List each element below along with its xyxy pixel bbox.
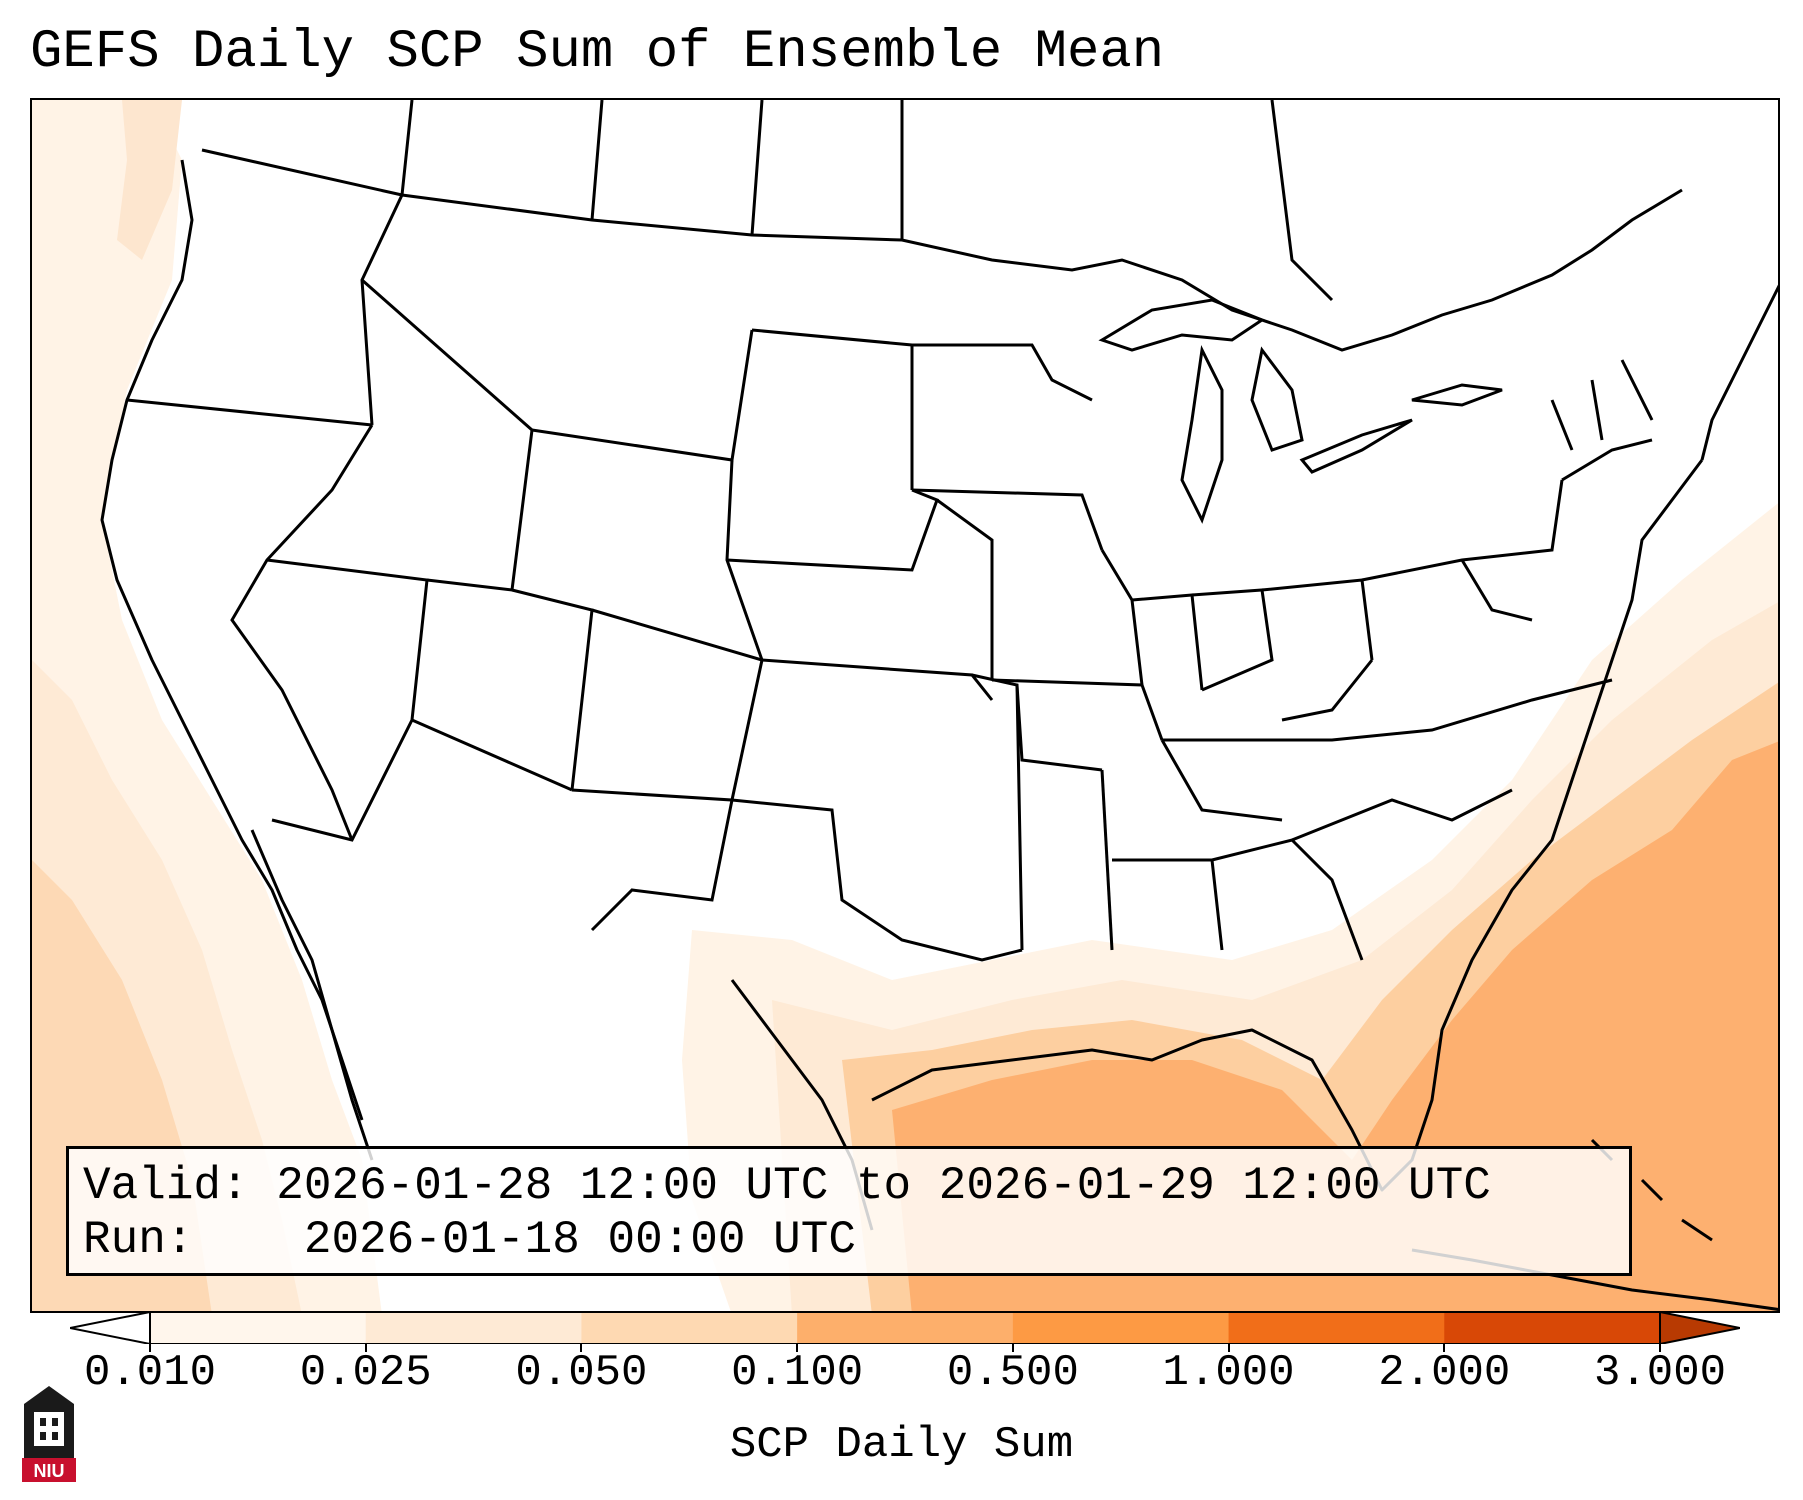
colorbar-tick-mark-6 [1443,1344,1446,1352]
colorbar-tick-6: 2.000 [1378,1348,1511,1398]
lake-erie [1299,418,1413,474]
colorbar-tick-mark-5 [1227,1344,1230,1352]
colorbar-tick-4: 0.500 [946,1348,1079,1398]
colorbar-segment-6 [1444,1312,1661,1344]
state-lines [126,194,1654,962]
colorbar-outline [149,1312,1661,1344]
colorbar-tick-mark-0 [149,1344,151,1352]
colorbar-tick-mark-4 [1011,1344,1014,1352]
lake-ontario [1411,383,1503,407]
colorbar-segment-3 [797,1312,1014,1344]
us-canada-border [201,148,1683,352]
colorbar-segment-2 [581,1312,798,1344]
colorbar-segments [150,1312,1661,1344]
canada-provinces [400,100,1334,302]
scp-shading [32,100,1778,1311]
baja [250,829,374,1161]
colorbar-segment-5 [1228,1312,1445,1344]
colorbar-tick-mark-1 [364,1344,367,1352]
shade-nw-light [117,100,182,260]
validity-box: Valid: 2026-01-28 12:00 UTC to 2026-01-2… [66,1146,1632,1276]
run-label: Run: [83,1214,194,1266]
niu-logo: NIU [22,1386,76,1482]
valid-value: 2026-01-28 12:00 UTC to 2026-01-29 12:00… [276,1160,1491,1212]
gulf-coast [871,459,1704,1192]
colorbar-label: SCP Daily Sum [729,1420,1074,1470]
colorbar-extend-high [1659,1312,1740,1344]
lake-michigan [1180,345,1224,524]
colorbar [70,1312,1740,1344]
west-coast [100,159,364,1121]
chart-title: GEFS Daily SCP Sum of Ensemble Mean [30,22,1165,83]
run-value: 2026-01-18 00:00 UTC [303,1214,856,1266]
colorbar-segment-1 [365,1312,582,1344]
colorbar-tick-1: 0.025 [299,1348,432,1398]
colorbar-segment-0 [150,1312,367,1344]
colorbar-segment-4 [1012,1312,1230,1344]
colorbar-extend-low [70,1312,151,1344]
colorbar-tick-mark-2 [580,1344,583,1352]
colorbar-tick-mark-7 [1659,1344,1661,1352]
colorbar-tick-5: 1.000 [1162,1348,1295,1398]
colorbar-tick-0: 0.010 [83,1348,217,1398]
colorbar-tick-2: 0.050 [515,1348,648,1398]
valid-label: Valid: [83,1160,249,1212]
colorbar-tick-7: 3.000 [1593,1348,1727,1398]
borders [201,100,1683,524]
map-svg [32,100,1778,1311]
logo-text: NIU [34,1461,65,1481]
map-panel [30,98,1780,1313]
colorbar-tick-3: 0.100 [731,1348,864,1398]
northeast-coast [1700,284,1778,461]
colorbar-tick-mark-3 [796,1344,799,1352]
lake-superior [1098,298,1266,352]
lake-huron [1250,346,1304,452]
